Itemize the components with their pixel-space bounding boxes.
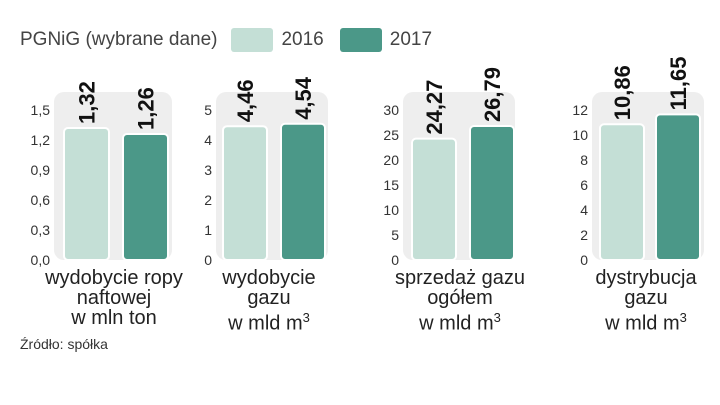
chart-4-ytick: 10: [572, 127, 588, 143]
chart-3-ytick: 0: [391, 252, 399, 268]
chart-4-ytick: 4: [580, 202, 588, 218]
chart-2-category-label-line: w mld m3: [228, 310, 310, 335]
chart-3-bar-2016: [411, 137, 457, 261]
chart-2-ytick: 0: [204, 252, 212, 268]
chart-4-ytick: 0: [580, 252, 588, 268]
chart-2-unit-superscript: 3: [302, 310, 310, 325]
legend-label-2016: 2016: [281, 29, 324, 50]
legend-label-2017: 2017: [389, 29, 433, 50]
chart-2-ytick: 5: [204, 102, 212, 118]
chart-1-ytick: 0,9: [31, 162, 51, 178]
legend-swatch-2017: [339, 28, 382, 52]
chart-4-value-label-2017: 11,65: [666, 57, 691, 111]
chart-4-ytick: 2: [580, 227, 588, 243]
chart-1-ytick: 0,3: [31, 222, 51, 238]
chart-3-bar-2017: [469, 125, 515, 261]
chart-4-bar-2016: [599, 123, 645, 261]
chart-4-value-label-2016: 10,86: [610, 65, 635, 120]
chart-4-ytick: 8: [580, 152, 588, 168]
chart-2-ytick: 2: [204, 192, 212, 208]
chart-1-category-label-line: w mln ton: [71, 307, 157, 329]
legend-swatch-2016: [231, 28, 274, 52]
chart-3-category-label-line: sprzedaż gazu: [394, 267, 526, 289]
chart-1-category-label: wydobycie ropy naftowej w mln ton: [34, 268, 194, 328]
chart-4-category-label: dystrybucja gazu w mld m3: [566, 268, 720, 334]
chart-1-category-label-line: wydobycie ropy: [45, 267, 183, 289]
chart-2-category-label-line: wydobycie: [222, 267, 316, 289]
chart-1-bar-2016: [63, 127, 110, 261]
chart-1-ytick: 0,0: [31, 252, 51, 268]
chart-4-category-label-line: gazu: [624, 287, 668, 309]
chart-2-category-label-line: gazu: [247, 287, 291, 309]
chart-2-value-label-2017: 4,54: [291, 76, 316, 120]
chart-3-ytick: 25: [383, 127, 399, 143]
chart-3-ytick: 30: [383, 102, 399, 118]
chart-2-ytick: 4: [204, 132, 212, 148]
legend: PGNiG (wybrane dane) 2016 2017: [20, 28, 442, 52]
chart-2-bar-2017: [280, 122, 326, 261]
chart-3-unit-superscript: 3: [493, 310, 501, 325]
chart-4-category-label-line: w mld m3: [605, 310, 687, 335]
chart-2-bar-2016: [222, 125, 268, 261]
chart-1-bar-2017: [122, 133, 169, 261]
chart-1-category-label-line: naftowej: [76, 287, 152, 309]
chart-4-bar-2017: [655, 113, 701, 261]
legend-title: PGNiG (wybrane dane): [20, 29, 218, 50]
chart-1-ytick: 1,2: [31, 132, 51, 148]
chart-3-ytick: 20: [383, 152, 399, 168]
chart-3-category-label-line: ogółem: [427, 287, 493, 309]
chart-4-category-label-line: dystrybucja: [595, 267, 697, 289]
chart-3-category-label-line: w mld m3: [419, 310, 501, 335]
chart-2-value-label-2016: 4,46: [233, 79, 258, 122]
chart-3-value-label-2017: 26,79: [480, 67, 505, 122]
chart-4-unit-superscript: 3: [679, 310, 687, 325]
chart-4-ytick: 6: [580, 177, 588, 193]
chart-3-value-label-2016: 24,27: [422, 80, 447, 135]
chart-1-ytick: 1,5: [31, 102, 51, 118]
chart-1-value-label-2016: 1,32: [75, 81, 100, 124]
chart-2-category-label: wydobycie gazu w mld m3: [189, 268, 349, 334]
chart-2-ytick: 1: [204, 222, 212, 238]
chart-3-ytick: 10: [383, 202, 399, 218]
chart-1-value-label-2017: 1,26: [134, 87, 159, 130]
chart-3-ytick: 5: [391, 227, 399, 243]
chart-2-ytick: 3: [204, 162, 212, 178]
chart-4-ytick: 12: [572, 102, 588, 118]
chart-3-category-label: sprzedaż gazu ogółem w mld m3: [380, 268, 540, 334]
chart-1-ytick: 0,6: [31, 192, 51, 208]
chart-3-ytick: 15: [383, 177, 399, 193]
source-note: Źródło: spółka: [20, 336, 108, 352]
